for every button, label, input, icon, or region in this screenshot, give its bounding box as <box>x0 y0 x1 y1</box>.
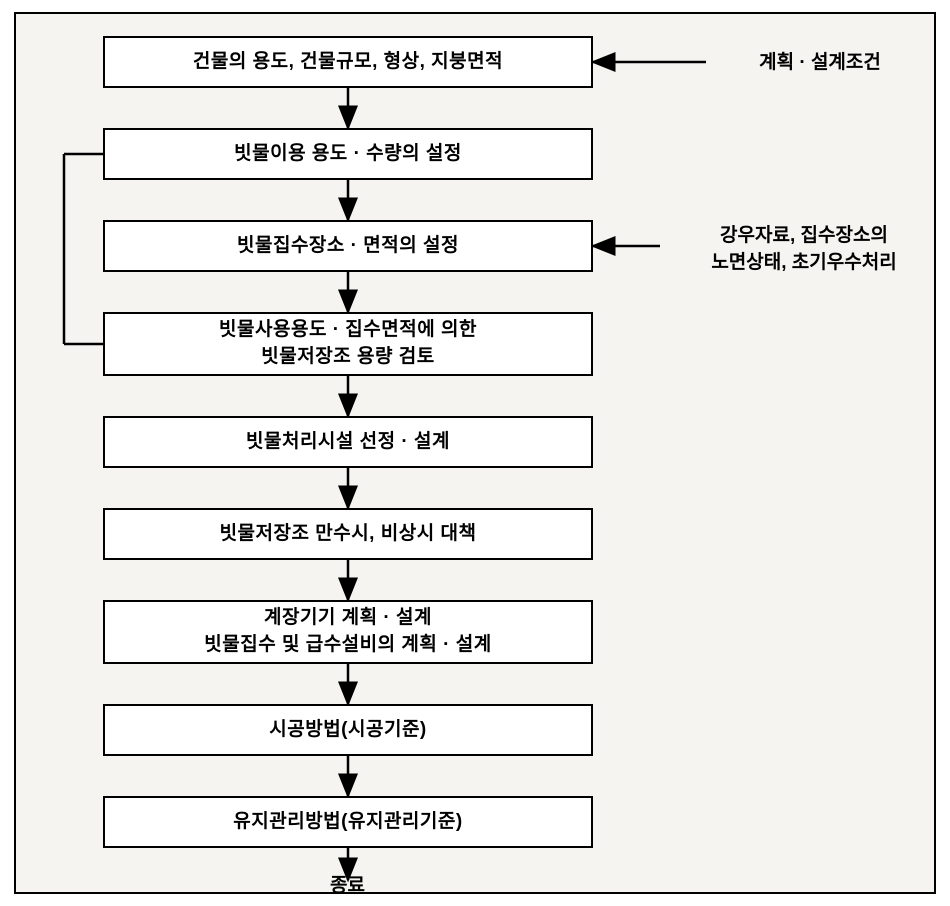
annotation-a1: 계획 · 설계조건 <box>720 50 920 77</box>
annotation-a2: 강우자료, 집수장소의노면상태, 초기우수처리 <box>670 223 938 276</box>
flowchart-box-b8: 시공방법(시공기준) <box>103 704 593 756</box>
flowchart-box-b6: 빗물저장조 만수시, 비상시 대책 <box>103 508 593 560</box>
flowchart-box-b7: 계장기기 계획 · 설계빗물집수 및 급수설비의 계획 · 설계 <box>103 600 593 664</box>
flowchart-box-b9: 유지관리방법(유지관리기준) <box>103 796 593 848</box>
flowchart-box-b4: 빗물사용용도 · 집수면적에 의한빗물저장조 용량 검토 <box>103 312 593 376</box>
flowchart-box-b2: 빗물이용 용도 · 수량의 설정 <box>103 128 593 180</box>
flowchart-box-b5: 빗물처리시설 선정 · 설계 <box>103 416 593 468</box>
end-label: 종료 <box>330 870 365 897</box>
flowchart-box-b3: 빗물집수장소 · 면적의 설정 <box>103 220 593 272</box>
flowchart-box-b1: 건물의 용도, 건물규모, 형상, 지붕면적 <box>103 36 593 88</box>
